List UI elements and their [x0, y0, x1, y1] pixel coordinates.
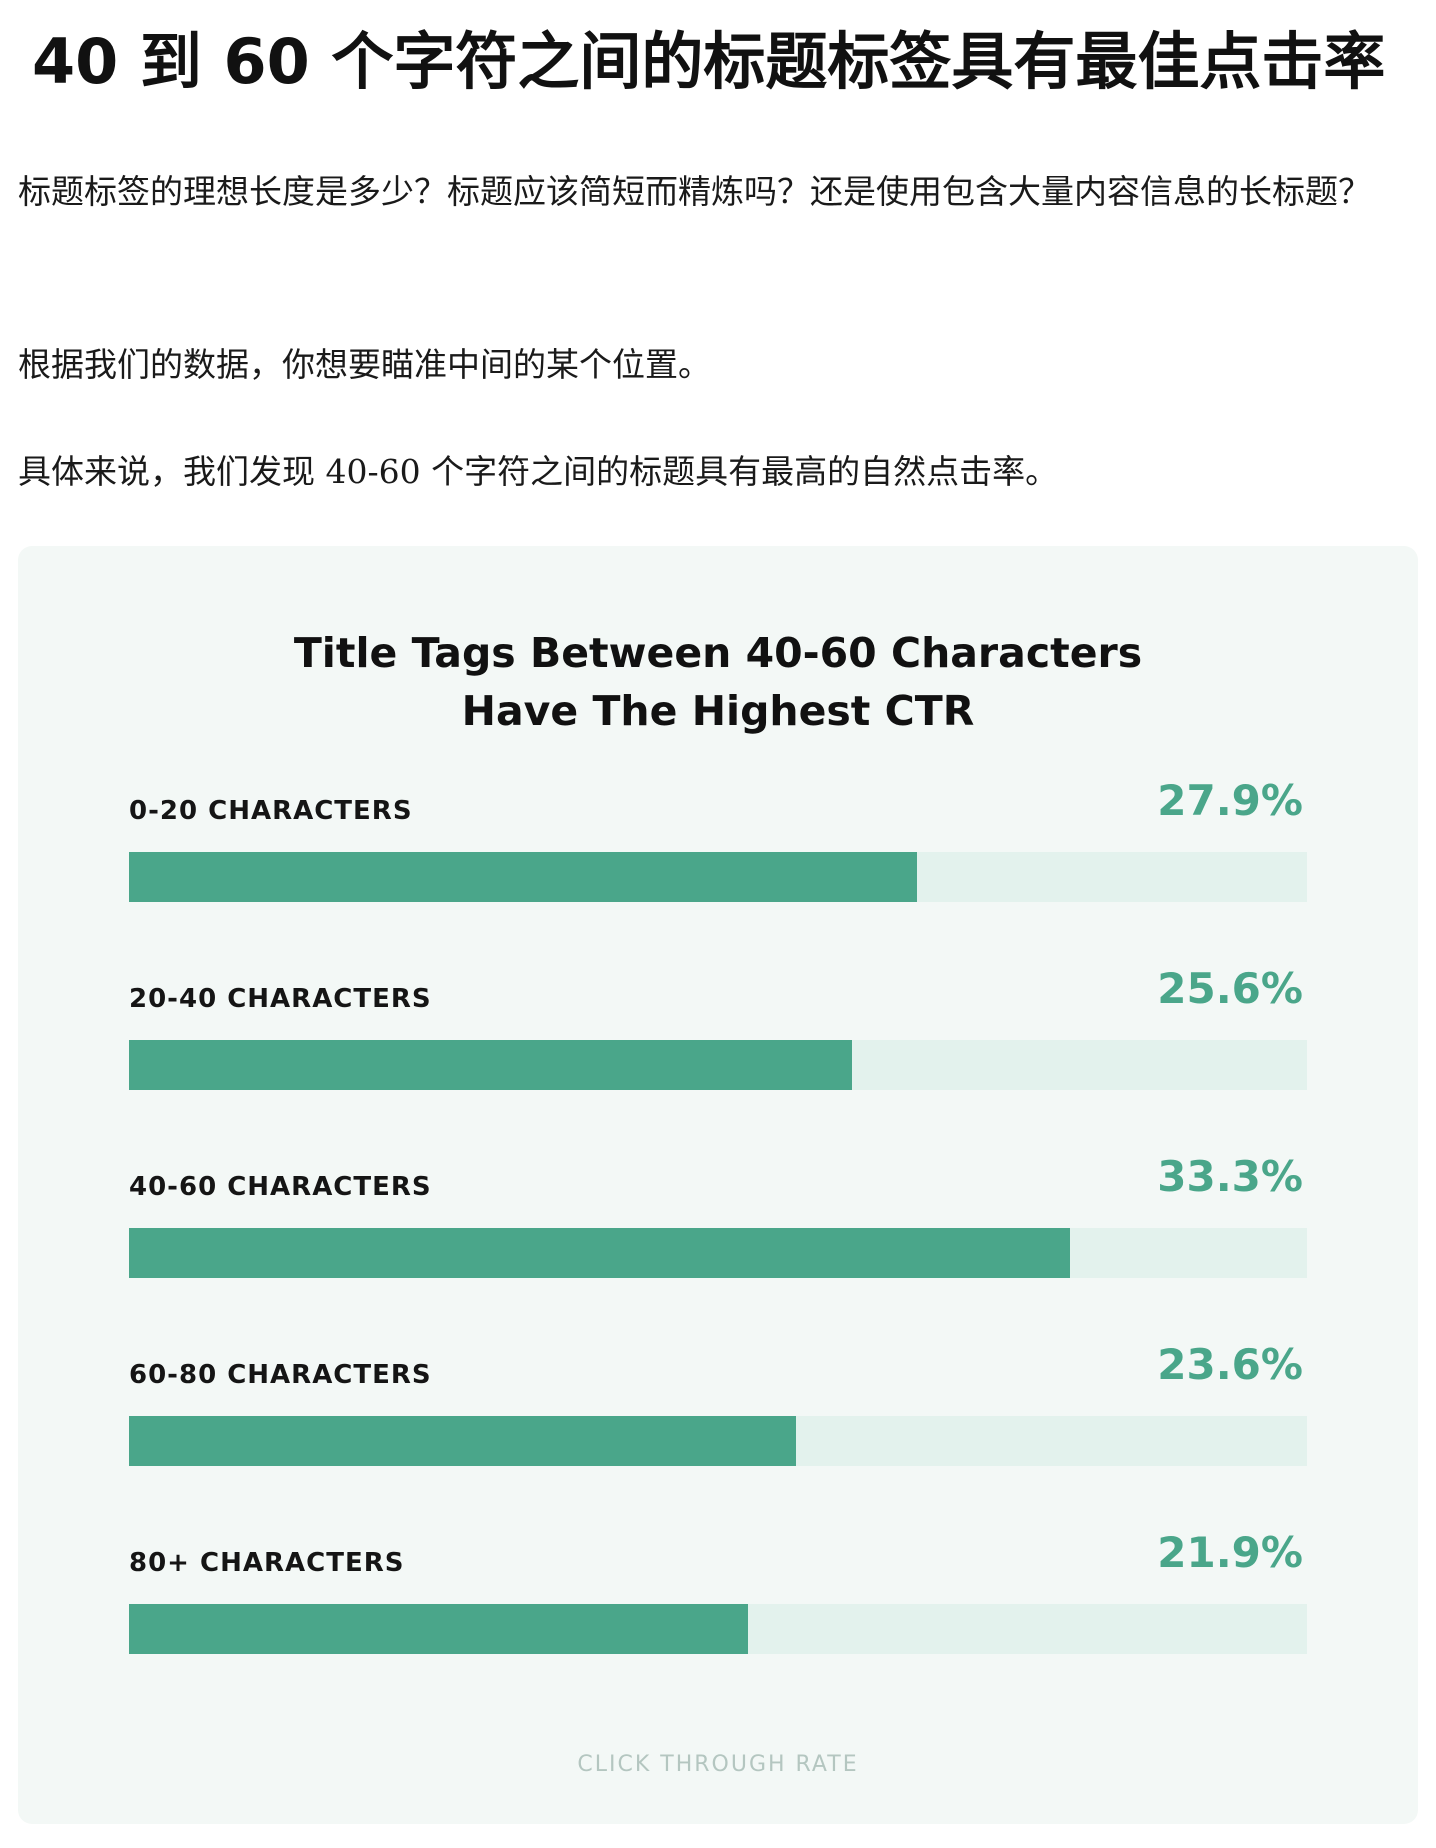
chart-title-line-1: Title Tags Between 40-60 Characters	[293, 629, 1143, 677]
bar-track	[129, 1604, 1307, 1654]
article-paragraph-3: 具体来说，我们发现 40-60 个字符之间的标题具有最高的自然点击率。	[18, 452, 1059, 491]
bar-row-60-80: 60-80 CHARACTERS 23.6%	[129, 1340, 1307, 1528]
article-paragraph-2: 根据我们的数据，你想要瞄准中间的某个位置。	[18, 345, 711, 384]
bar-fill	[129, 852, 918, 902]
bar-fill	[129, 1604, 748, 1654]
bar-track	[129, 1040, 1307, 1090]
bar-value-label: 33.3%	[1157, 1152, 1303, 1201]
bar-row-20-40: 20-40 CHARACTERS 25.6%	[129, 964, 1307, 1152]
ctr-bar-chart: Title Tags Between 40-60 Characters Have…	[18, 546, 1418, 1824]
article: 40 到 60 个字符之间的标题标签具有最佳点击率 标题标签的理想长度是多少？标…	[18, 0, 1418, 491]
bar-row-0-20: 0-20 CHARACTERS 27.9%	[129, 776, 1307, 964]
bar-row-40-60: 40-60 CHARACTERS 33.3%	[129, 1152, 1307, 1340]
bar-label: 60-80 CHARACTERS	[129, 1360, 432, 1390]
article-paragraph-1: 标题标签的理想长度是多少？标题应该简短而精炼吗？还是使用包含大量内容信息的长标题…	[18, 172, 1371, 211]
x-axis-label: CLICK THROUGH RATE	[577, 1752, 859, 1777]
bar-label: 20-40 CHARACTERS	[129, 984, 432, 1014]
bar-value-label: 21.9%	[1157, 1528, 1303, 1577]
bar-fill	[129, 1040, 853, 1090]
bar-fill	[129, 1228, 1070, 1278]
bar-fill	[129, 1416, 796, 1466]
bar-row-80-plus: 80+ CHARACTERS 21.9%	[129, 1528, 1307, 1716]
bar-label: 0-20 CHARACTERS	[129, 796, 413, 826]
bar-label: 40-60 CHARACTERS	[129, 1172, 432, 1202]
bar-value-label: 27.9%	[1157, 776, 1303, 825]
bar-track	[129, 1228, 1307, 1278]
article-headline: 40 到 60 个字符之间的标题标签具有最佳点击率	[32, 25, 1386, 98]
bar-track	[129, 852, 1307, 902]
bar-value-label: 23.6%	[1157, 1340, 1303, 1389]
bar-list: 0-20 CHARACTERS 27.9% 20-40 CHARACTERS 2…	[129, 776, 1307, 1716]
bar-track	[129, 1416, 1307, 1466]
chart-title: Title Tags Between 40-60 Characters Have…	[18, 624, 1418, 740]
chart-title-line-2: Have The Highest CTR	[461, 687, 975, 735]
bar-label: 80+ CHARACTERS	[129, 1548, 405, 1578]
bar-value-label: 25.6%	[1157, 964, 1303, 1013]
